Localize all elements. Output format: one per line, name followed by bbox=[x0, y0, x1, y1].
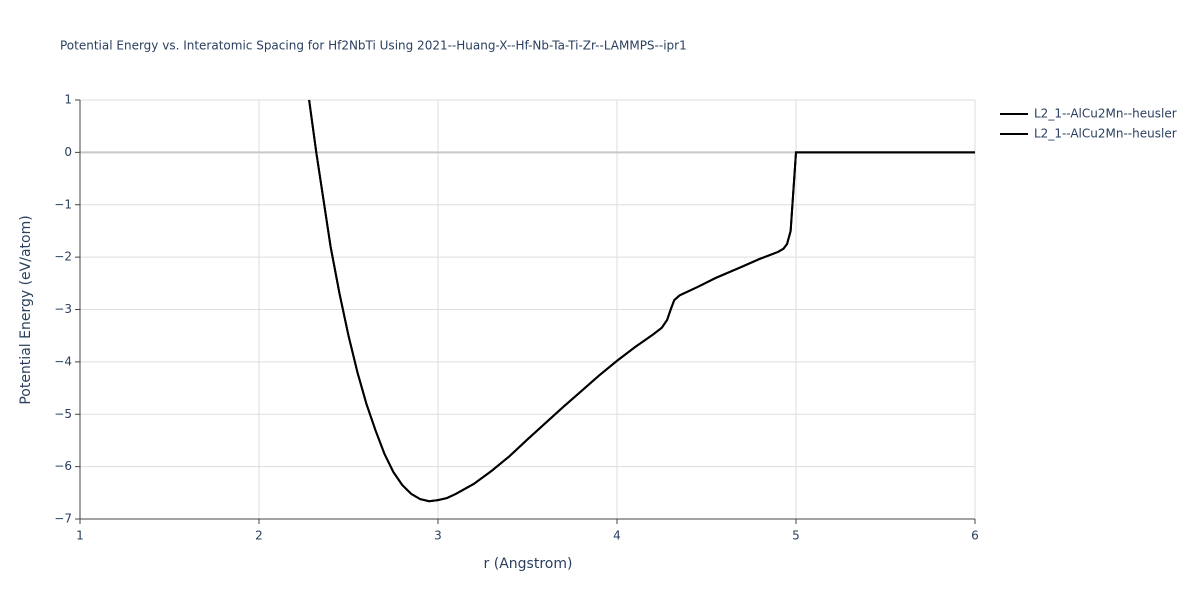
y-tick-label: −2 bbox=[54, 250, 72, 264]
x-tick-label: 3 bbox=[434, 529, 442, 543]
legend-label: L2_1--AlCu2Mn--heusler bbox=[1034, 127, 1177, 141]
x-tick-label: 2 bbox=[255, 529, 263, 543]
x-axis-label: r (Angstrom) bbox=[484, 556, 573, 572]
y-axis-label: Potential Energy (eV/atom) bbox=[18, 215, 34, 404]
x-tick-label: 4 bbox=[613, 529, 621, 543]
y-tick-label: 1 bbox=[64, 93, 72, 107]
data-line bbox=[308, 99, 975, 503]
y-tick-label: −7 bbox=[54, 512, 72, 526]
x-tick-label: 6 bbox=[971, 529, 979, 543]
y-tick-label: −1 bbox=[54, 197, 72, 211]
chart-title: Potential Energy vs. Interatomic Spacing… bbox=[60, 39, 687, 53]
y-tick-label: −3 bbox=[54, 302, 72, 316]
y-tick-label: −4 bbox=[54, 354, 72, 368]
y-tick-label: −6 bbox=[54, 459, 72, 473]
legend-label: L2_1--AlCu2Mn--heusler bbox=[1034, 107, 1177, 121]
y-tick-label: 0 bbox=[64, 145, 72, 159]
x-tick-label: 5 bbox=[792, 529, 800, 543]
data-line bbox=[308, 99, 975, 503]
x-tick-label: 1 bbox=[76, 529, 84, 543]
y-tick-label: −5 bbox=[54, 407, 72, 421]
